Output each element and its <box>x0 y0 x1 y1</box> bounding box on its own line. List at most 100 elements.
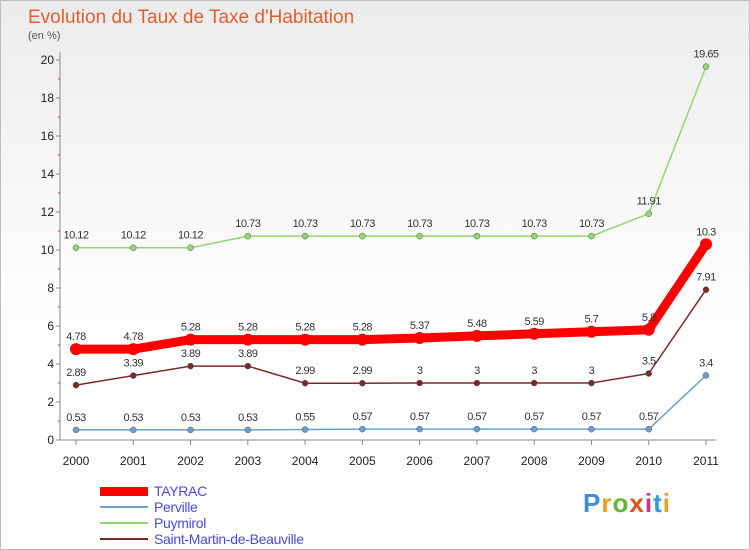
data-point <box>470 329 483 342</box>
data-point <box>72 381 80 389</box>
data-point <box>359 379 366 387</box>
data-point <box>244 426 252 434</box>
data-point <box>244 362 252 370</box>
logo-letter: o <box>612 488 630 518</box>
data-point <box>702 372 710 379</box>
legend-swatch <box>100 486 148 496</box>
data-label: 0.55 <box>295 412 315 424</box>
data-label: 0.57 <box>353 411 373 423</box>
data-label: 10.3 <box>696 226 716 238</box>
data-label: 4.78 <box>66 331 86 343</box>
logo-letter: i <box>644 488 654 518</box>
x-tick-label: 2011 <box>693 454 719 468</box>
data-label: 10.73 <box>464 218 489 230</box>
data-label: 0.57 <box>639 411 659 423</box>
data-label: 10.73 <box>350 218 375 230</box>
data-label: 0.53 <box>181 412 201 424</box>
legend-item: Perville <box>100 499 304 515</box>
legend-label: Saint-Martin-de-Beauville <box>154 531 304 547</box>
data-label: 4.78 <box>124 331 144 343</box>
x-tick-label: 2001 <box>120 454 147 468</box>
data-label: 3 <box>531 365 537 377</box>
data-label: 3 <box>474 365 480 377</box>
data-point <box>473 232 481 240</box>
y-tick-label: 20 <box>41 53 55 67</box>
legend: TAYRAC Perville Puymirol Saint-Martin-de-Be… <box>100 483 304 547</box>
y-tick-label: 12 <box>41 205 55 219</box>
data-label: 10.73 <box>235 218 260 230</box>
x-tick-label: 2009 <box>578 454 605 468</box>
logo-letter: P <box>583 488 602 518</box>
data-point <box>184 333 197 346</box>
data-point <box>530 379 538 387</box>
x-tick-label: 2004 <box>292 454 319 468</box>
data-point <box>356 333 369 346</box>
legend-label: Puymirol <box>154 515 207 531</box>
data-point <box>130 426 137 434</box>
series-line-perville <box>75 374 707 431</box>
data-label: 5.8 <box>642 312 656 324</box>
data-label: 10.73 <box>293 218 318 230</box>
series-line-saint-martin-de-beauville <box>75 288 707 386</box>
data-label: 0.53 <box>238 412 258 424</box>
data-label: 11.91 <box>637 196 662 208</box>
y-tick-label: 18 <box>41 91 55 105</box>
data-point <box>473 425 481 433</box>
data-point <box>187 244 194 251</box>
data-point <box>301 232 309 240</box>
y-tick-label: 10 <box>41 243 55 257</box>
data-point <box>645 370 652 377</box>
data-label: 3.89 <box>238 348 258 360</box>
y-tick-label: 2 <box>47 395 54 409</box>
data-point <box>127 343 140 356</box>
x-tick-label: 2002 <box>177 454 204 468</box>
data-label: 0.53 <box>124 412 144 424</box>
data-label: 3.5 <box>642 356 656 368</box>
legend-label: TAYRAC <box>154 483 207 499</box>
data-label: 3.89 <box>181 348 201 360</box>
data-point <box>702 63 710 70</box>
data-point <box>244 232 252 240</box>
y-tick-label: 14 <box>41 167 55 181</box>
data-label: 0.57 <box>410 411 430 423</box>
y-tick-label: 4 <box>47 357 54 371</box>
data-point <box>642 323 655 336</box>
data-point <box>187 426 194 434</box>
data-label: 0.57 <box>524 411 544 423</box>
data-point <box>301 426 309 433</box>
data-point <box>187 362 194 370</box>
data-point <box>585 325 598 338</box>
data-point <box>416 425 423 433</box>
data-point <box>359 425 366 433</box>
data-label: 19.65 <box>693 49 718 61</box>
data-point <box>416 232 423 240</box>
data-label: 10.73 <box>522 218 547 230</box>
data-point <box>700 238 712 251</box>
data-point <box>130 372 137 379</box>
data-label: 5.28 <box>295 322 315 334</box>
series-line-tayrac <box>71 239 711 354</box>
data-label: 10.12 <box>121 230 146 242</box>
chart-title: Evolution du Taux de Taxe d'Habitation <box>28 7 355 28</box>
data-label: 5.48 <box>467 318 487 330</box>
data-point <box>70 343 82 356</box>
logo-letter: t <box>653 488 663 518</box>
data-point <box>359 232 366 240</box>
data-point <box>645 425 652 433</box>
legend-swatch <box>100 506 148 508</box>
legend-label: Perville <box>154 499 198 515</box>
data-label: 0.57 <box>467 411 487 423</box>
data-point <box>530 232 538 240</box>
data-label: 3 <box>417 365 423 377</box>
data-point <box>588 425 595 433</box>
data-point <box>528 327 541 340</box>
data-label: 10.12 <box>178 230 203 242</box>
data-point <box>588 232 595 240</box>
data-label: 3.39 <box>124 358 144 370</box>
data-label: 2.99 <box>295 365 315 377</box>
data-point <box>702 286 710 293</box>
y-tick-label: 16 <box>41 129 55 143</box>
logo-letter: i <box>662 488 671 518</box>
data-label: 2.89 <box>66 367 86 379</box>
x-tick-label: 2007 <box>464 454 491 468</box>
